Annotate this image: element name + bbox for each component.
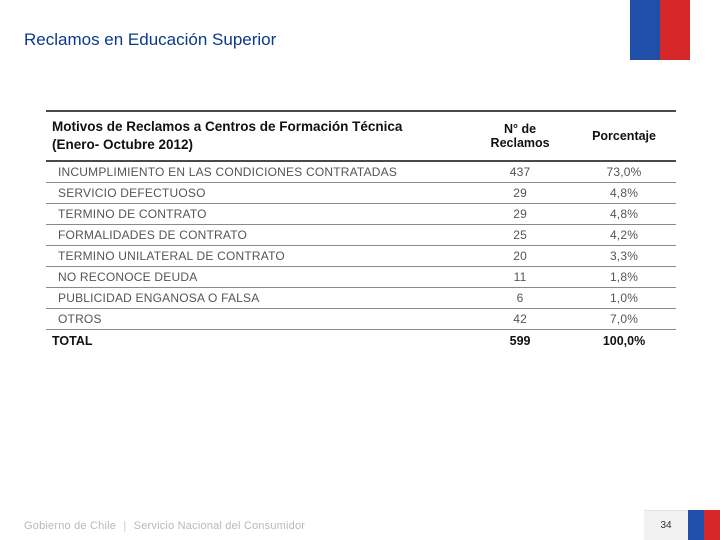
- row-motivo: OTROS: [46, 309, 468, 330]
- row-pct: 73,0%: [572, 161, 676, 183]
- footer-text: Gobierno de Chile | Servicio Nacional de…: [24, 520, 305, 532]
- row-pct: 1,0%: [572, 288, 676, 309]
- row-pct: 4,8%: [572, 204, 676, 225]
- table-row: NO RECONOCE DEUDA111,8%: [46, 267, 676, 288]
- flag-stripe-blue: [630, 0, 660, 60]
- table-row: PUBLICIDAD ENGANOSA O FALSA61,0%: [46, 288, 676, 309]
- row-pct: 7,0%: [572, 309, 676, 330]
- row-pct: 3,3%: [572, 246, 676, 267]
- header-title-line2: (Enero- Octubre 2012): [52, 137, 193, 152]
- header-title-line1: Motivos de Reclamos a Centros de Formaci…: [52, 119, 402, 134]
- row-n: 29: [468, 204, 572, 225]
- footer: Gobierno de Chile | Servicio Nacional de…: [0, 510, 720, 540]
- table-row: INCUMPLIMIENTO EN LAS CONDICIONES CONTRA…: [46, 161, 676, 183]
- footer-flag-red: [704, 510, 720, 540]
- table-row: TERMINO UNILATERAL DE CONTRATO203,3%: [46, 246, 676, 267]
- row-pct: 4,8%: [572, 183, 676, 204]
- row-motivo: NO RECONOCE DEUDA: [46, 267, 468, 288]
- row-motivo: FORMALIDADES DE CONTRATO: [46, 225, 468, 246]
- row-pct: 4,2%: [572, 225, 676, 246]
- page-title: Reclamos en Educación Superior: [24, 30, 276, 50]
- page-number: 34: [644, 510, 688, 540]
- row-motivo: INCUMPLIMIENTO EN LAS CONDICIONES CONTRA…: [46, 161, 468, 183]
- row-motivo: PUBLICIDAD ENGANOSA O FALSA: [46, 288, 468, 309]
- complaints-table: Motivos de Reclamos a Centros de Formaci…: [46, 110, 676, 352]
- table-row: OTROS427,0%: [46, 309, 676, 330]
- table-header-col3: Porcentaje: [572, 112, 676, 161]
- table-total-row: TOTAL 599 100,0%: [46, 330, 676, 353]
- footer-separator: |: [123, 520, 126, 532]
- row-n: 29: [468, 183, 572, 204]
- table-header-row: Motivos de Reclamos a Centros de Formaci…: [46, 112, 676, 161]
- row-pct: 1,8%: [572, 267, 676, 288]
- row-n: 25: [468, 225, 572, 246]
- flag-stripe-red: [660, 0, 690, 60]
- footer-org2: Servicio Nacional del Consumidor: [134, 520, 305, 532]
- total-n: 599: [468, 330, 572, 353]
- footer-org1: Gobierno de Chile: [24, 520, 116, 532]
- footer-flag-blue: [688, 510, 704, 540]
- total-pct: 100,0%: [572, 330, 676, 353]
- row-n: 42: [468, 309, 572, 330]
- flag-top: [630, 0, 690, 60]
- total-label: TOTAL: [46, 330, 468, 353]
- row-n: 6: [468, 288, 572, 309]
- row-n: 11: [468, 267, 572, 288]
- table-row: SERVICIO DEFECTUOSO294,8%: [46, 183, 676, 204]
- table-header-col2: N° de Reclamos: [468, 112, 572, 161]
- row-n: 437: [468, 161, 572, 183]
- table-row: TERMINO DE CONTRATO294,8%: [46, 204, 676, 225]
- footer-flag: 34: [644, 510, 720, 540]
- table-header-title: Motivos de Reclamos a Centros de Formaci…: [46, 112, 468, 161]
- table-row: FORMALIDADES DE CONTRATO254,2%: [46, 225, 676, 246]
- row-motivo: TERMINO UNILATERAL DE CONTRATO: [46, 246, 468, 267]
- row-n: 20: [468, 246, 572, 267]
- row-motivo: TERMINO DE CONTRATO: [46, 204, 468, 225]
- row-motivo: SERVICIO DEFECTUOSO: [46, 183, 468, 204]
